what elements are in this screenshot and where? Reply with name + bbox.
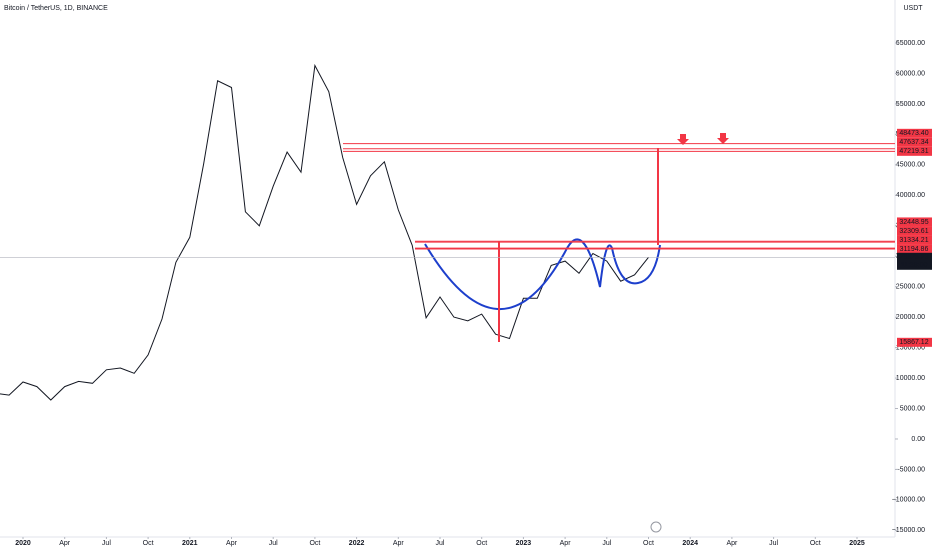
level-label: 48473.40: [899, 130, 928, 137]
level-label: 47637.34: [899, 139, 928, 146]
x-tick-label: Oct: [476, 540, 487, 547]
level-label: 31194.86: [900, 246, 929, 253]
x-tick-label: 2023: [516, 540, 532, 547]
price-label-box: [897, 252, 932, 270]
x-tick-label: Oct: [309, 540, 320, 547]
y-tick-label: 5000.00: [900, 405, 925, 412]
y-tick-label: 0.00: [911, 436, 925, 443]
x-tick-label: Oct: [643, 540, 654, 547]
x-tick-label: Oct: [810, 540, 821, 547]
x-tick-label: Apr: [59, 540, 71, 547]
level-label-box: [897, 217, 932, 227]
level-label-box: [897, 137, 932, 147]
y-tick-label: 45000.00: [896, 162, 925, 169]
x-tick-label: Jul: [269, 540, 278, 547]
price-label: 29825.23: [899, 254, 928, 261]
level-label-box: [897, 146, 932, 156]
countdown-label: 11:38:00: [901, 262, 928, 269]
y-tick-label: −10000.00: [892, 497, 925, 504]
replay-icon[interactable]: [650, 521, 662, 533]
level-label-box: [897, 226, 932, 236]
level-label: 32448.95: [899, 219, 928, 226]
x-tick-label: Jul: [602, 540, 611, 547]
level-label-box: [897, 337, 932, 347]
x-tick-label: Apr: [226, 540, 238, 547]
x-tick-label: Oct: [143, 540, 154, 547]
level-label: 47219.31: [899, 148, 928, 155]
arrow-icon: [717, 133, 729, 144]
y-tick-label: 25000.00: [896, 284, 925, 291]
price-line: [0, 63, 649, 401]
y-tick-label: 40000.00: [896, 192, 925, 199]
level-label-box: [897, 128, 932, 138]
y-tick-label: 20000.00: [896, 314, 925, 321]
x-tick-label: Apr: [393, 540, 405, 547]
y-tick-label: 60000.00: [896, 70, 925, 77]
chart-title: Bitcoin / TetherUS, 1D, BINANCE: [4, 5, 108, 12]
x-tick-label: 2020: [15, 540, 31, 547]
y-tick-label: 10000.00: [896, 375, 925, 382]
y-tick-label: 55000.00: [896, 101, 925, 108]
level-label-box: [897, 244, 932, 254]
x-tick-label: 2024: [682, 540, 698, 547]
x-tick-label: Apr: [560, 540, 572, 547]
x-tick-label: Apr: [726, 540, 738, 547]
level-label: 15867.12: [899, 339, 928, 346]
x-tick-label: Jul: [769, 540, 778, 547]
level-label: 32309.61: [899, 228, 928, 235]
x-tick-label: 2021: [182, 540, 198, 547]
arrow-icon: [677, 134, 689, 145]
plot: [0, 63, 649, 401]
y-tick-label: 15000.00: [896, 344, 925, 351]
x-tick-label: Jul: [436, 540, 445, 547]
x-tick-label: 2022: [349, 540, 365, 547]
level-label-box: [897, 235, 932, 245]
x-tick-label: 2025: [849, 540, 865, 547]
currency-label: USDT: [903, 5, 923, 12]
x-tick-label: Jul: [102, 540, 111, 547]
cup-drawing: [424, 238, 661, 310]
y-tick-label: −15000.00: [892, 527, 925, 534]
y-tick-label: −5000.00: [896, 466, 925, 473]
level-label: 31334.21: [899, 237, 928, 244]
y-tick-label: 65000.00: [896, 40, 925, 47]
